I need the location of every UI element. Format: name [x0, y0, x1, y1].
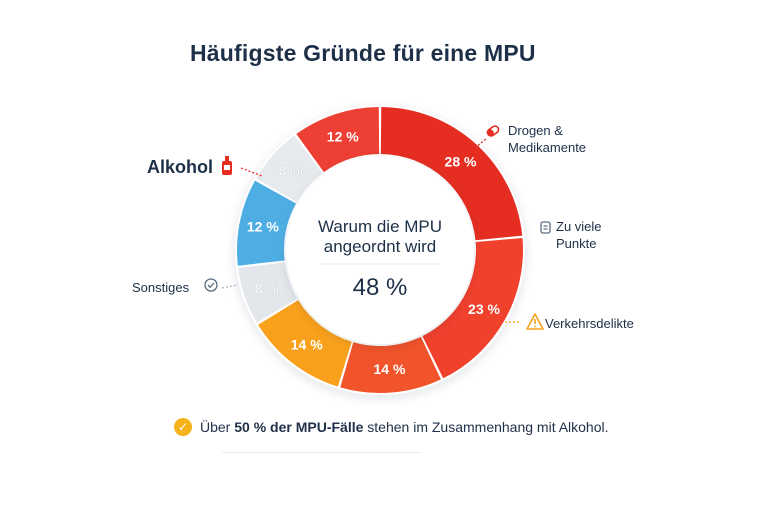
footnote-text: Über 50 % der MPU-Fälle stehen im Zusamm…: [200, 419, 609, 435]
center-title-line1: Warum die MPU: [318, 217, 442, 236]
callout-punkte: Zu viele Punkte: [540, 219, 602, 251]
slice-value-label-7: 12 %: [327, 128, 359, 144]
footnote-divider: [222, 452, 422, 453]
footnote: ✓ Über 50 % der MPU-Fälle stehen im Zusa…: [174, 418, 634, 436]
donut-slice-7: [296, 107, 380, 173]
donut-slices: [237, 107, 523, 394]
footnote-suffix: stehen im Zusammenhang mit Alkohol.: [363, 419, 609, 435]
donut-slice-4: [238, 262, 298, 323]
callout-sonstiges-line: [221, 284, 239, 289]
callout-sonstiges: Sonstiges: [132, 278, 239, 295]
bottle-icon: [222, 156, 232, 175]
slice-value-label-6: 8 %: [279, 163, 304, 179]
callout-alkohol-label: Alkohol: [147, 157, 213, 177]
callout-punkte-label-2: Punkte: [556, 236, 596, 251]
center-title-line2: angeordnt wird: [324, 237, 436, 256]
pill-icon: [486, 125, 500, 137]
callout-drogen-label-1: Drogen &: [508, 123, 563, 138]
callout-punkte-label-1: Zu viele: [556, 219, 602, 234]
donut-slice-1: [422, 238, 523, 379]
callout-alkohol: Alkohol: [147, 156, 263, 177]
slice-value-label-3: 14 %: [291, 336, 323, 352]
slice-value-label-4: 8 %: [255, 281, 280, 297]
slice-value-label-1: 23 %: [468, 301, 500, 317]
callout-drogen-label-2: Medikamente: [508, 140, 586, 155]
callout-drogen-line: [474, 137, 488, 149]
chart-title: Häufigste Gründe für eine MPU: [190, 40, 536, 66]
center-disc: [286, 156, 474, 344]
warning-icon: [526, 313, 544, 330]
center-value: 48 %: [353, 274, 408, 301]
check-icon: ✓: [174, 418, 192, 436]
donut-slice-3: [258, 300, 352, 387]
donut-slice-6: [256, 135, 323, 203]
slice-value-label-2: 14 %: [373, 361, 405, 377]
slice-value-label-0: 28 %: [445, 154, 477, 170]
slice-value-label-5: 12 %: [247, 218, 279, 234]
check-circle-icon: [204, 278, 218, 292]
footnote-prefix: Über: [200, 419, 235, 435]
license-icon: [540, 221, 551, 234]
callout-verkehr: Verkehrsdelikte: [505, 313, 634, 331]
callout-sonstiges-label: Sonstiges: [132, 280, 190, 295]
callout-verkehr-label: Verkehrsdelikte: [545, 316, 634, 331]
footnote-bold: 50 % der MPU-Fälle: [234, 419, 364, 435]
donut-slice-5: [237, 180, 297, 266]
donut-slice-2: [340, 336, 441, 394]
callout-drogen: Drogen & Medikamente: [474, 123, 586, 155]
donut-slice-0: [380, 107, 523, 241]
slice-value-labels: 28 % 23 % 14 % 14 % 8 % 12 % 8 % 12 %: [247, 128, 501, 377]
